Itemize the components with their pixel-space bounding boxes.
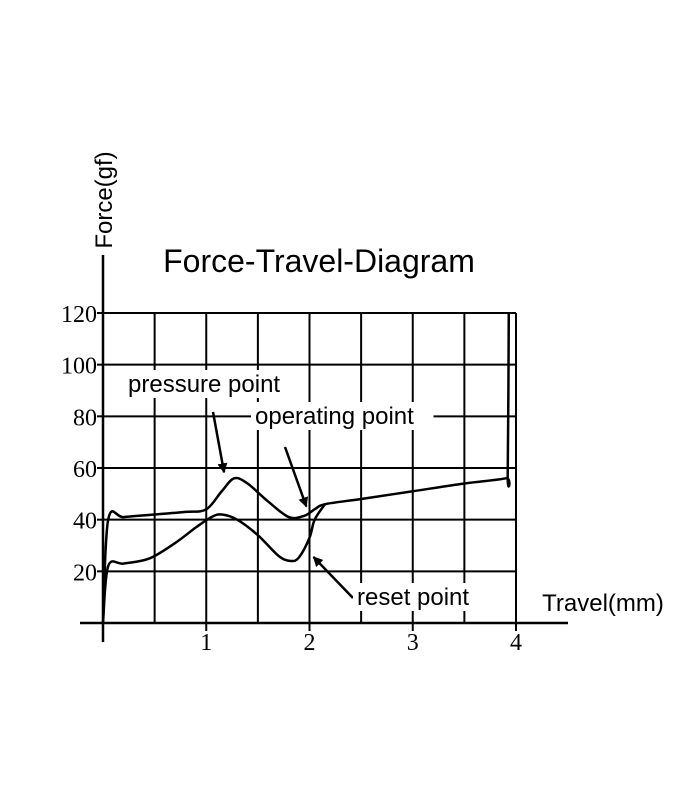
chart-title: Force-Travel-Diagram [163, 243, 475, 279]
pressure-point-label: pressure point [128, 371, 280, 398]
pressure-point-label-bg [124, 370, 295, 398]
reset-point-arrow [312, 556, 354, 599]
press-curve [101, 312, 511, 624]
operating-point-label-bg [251, 402, 434, 430]
x-tick-label: 3 [407, 630, 419, 656]
x-tick-label: 1 [200, 630, 212, 656]
grid [103, 312, 517, 623]
y-tick-label: 80 [73, 405, 97, 431]
tick-labels: 20 40 60 80 100 120 1 2 3 4 [61, 302, 522, 656]
y-tick-label: 20 [73, 560, 97, 586]
y-tick-label: 120 [61, 302, 97, 328]
x-tick-label: 4 [510, 630, 522, 656]
release-curve [101, 503, 327, 624]
annotations: pressure point operating point reset point [124, 370, 490, 611]
x-tick-label: 2 [304, 630, 316, 656]
y-tick-label: 40 [73, 509, 97, 535]
operating-point-arrow [283, 446, 309, 508]
y-axis-label: Force(gf) [91, 151, 118, 248]
series [101, 312, 511, 624]
reset-point-label: reset point [357, 584, 469, 611]
operating-point-label: operating point [255, 403, 414, 430]
reset-point-label-bg [353, 583, 490, 611]
x-axis-label: Travel(mm) [542, 590, 664, 617]
y-tick-label: 60 [73, 457, 97, 483]
pressure-point-arrow [211, 411, 228, 474]
y-tick-label: 100 [61, 354, 97, 380]
axes [80, 255, 568, 642]
